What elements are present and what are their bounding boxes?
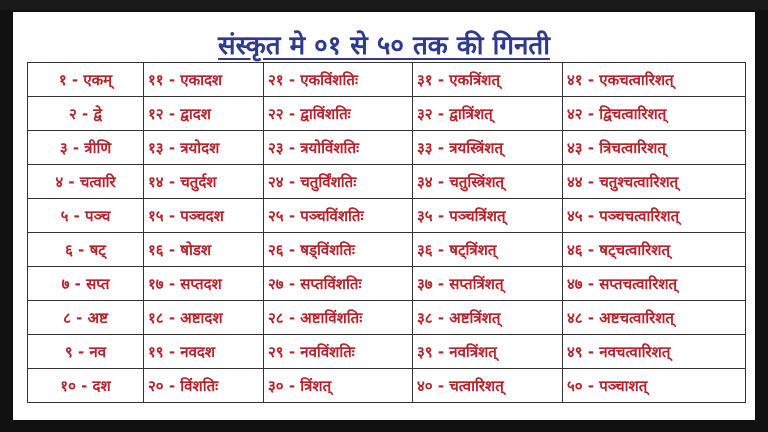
numbers-table: १ - एकम् ११ - एकादश २१ - एकविंशतिः ३१ - एकत… <box>27 62 746 403</box>
table-cell: १० - दश <box>27 368 144 403</box>
table-cell: १८ - अष्टादश <box>143 300 264 335</box>
table-cell: १९ - नवदश <box>143 334 264 369</box>
table-row: ३ - त्रीणि १३ - त्रयोदश २३ - त्रयोविंशतिः ३… <box>27 130 746 165</box>
table-cell: ४७ - सप्तचत्वारिशत् <box>562 266 746 301</box>
table-row: १० - दश २० - विंशतिः ३० - त्रिंशत् ४० - चत्… <box>27 368 746 403</box>
table-cell: २३ - त्रयोविंशतिः <box>263 130 413 165</box>
table-cell: १ - एकम् <box>27 62 144 97</box>
table-cell: ३ - त्रीणि <box>27 130 144 165</box>
table-cell: ३० - त्रिंशत् <box>263 368 413 403</box>
table-cell: २२ - द्वाविंशतिः <box>263 96 413 131</box>
table-cell: १७ - सप्तदश <box>143 266 264 301</box>
table-cell: १६ - षोडश <box>143 232 264 267</box>
table-cell: २५ - पञ्चविंशतिः <box>263 198 413 233</box>
table-row: ८ - अष्ट १८ - अष्टादश २८ - अष्टाविंशतिः ३८ … <box>27 300 746 335</box>
table-cell: १२ - द्वादश <box>143 96 264 131</box>
table-cell: २६ - षड्विंशतिः <box>263 232 413 267</box>
table-row: ६ - षट् १६ - षोडश २६ - षड्विंशतिः ३६ - षट्त… <box>27 232 746 267</box>
table-cell: १५ - पञ्चदश <box>143 198 264 233</box>
document-card: संस्कृत मे ०१ से ५० तक की गिनती १ - एकम्… <box>13 12 755 420</box>
table-cell: ३७ - सप्तत्रिंशत् <box>412 266 563 301</box>
table-cell: ३१ - एकत्रिंशत् <box>412 62 563 97</box>
table-cell: ४६ - षट्चत्वारिशत् <box>562 232 746 267</box>
table-cell: २० - विंशतिः <box>143 368 264 403</box>
table-cell: ७ - सप्त <box>27 266 144 301</box>
page-title-text: संस्कृत मे ०१ से ५० तक की गिनती <box>218 31 550 61</box>
table-cell: ४० - चत्वारिशत् <box>412 368 563 403</box>
table-cell: ३६ - षट्त्रिंशत् <box>412 232 563 267</box>
table-cell: ३४ - चतुस्त्रिंशत् <box>412 164 563 199</box>
table-cell: १४ - चतुर्दश <box>143 164 264 199</box>
table-cell: ४९ - नवचत्वारिशत् <box>562 334 746 369</box>
table-cell: ३५ - पञ्चत्रिंशत् <box>412 198 563 233</box>
table-cell: २१ - एकविंशतिः <box>263 62 413 97</box>
table-cell: ४८ - अष्टचत्वारिशत् <box>562 300 746 335</box>
table-row: २ - द्वे १२ - द्वादश २२ - द्वाविंशतिः ३२ - … <box>27 96 746 131</box>
table-cell: ६ - षट् <box>27 232 144 267</box>
table-cell: ४१ - एकचत्वारिशत् <box>562 62 746 97</box>
table-cell: ५० - पञ्चाशत् <box>562 368 746 403</box>
table-cell: २९ - नवविंशतिः <box>263 334 413 369</box>
table-row: ७ - सप्त १७ - सप्तदश २७ - सप्तविंशतिः ३७ - … <box>27 266 746 301</box>
table-cell: ९ - नव <box>27 334 144 369</box>
table-cell: २७ - सप्तविंशतिः <box>263 266 413 301</box>
table-cell: ३३ - त्रयस्त्रिंशत् <box>412 130 563 165</box>
table-cell: ३२ - द्वात्रिंशत् <box>412 96 563 131</box>
table-cell: ४५ - पञ्चचत्वारिशत् <box>562 198 746 233</box>
table-cell: ४४ - चतुश्चत्वारिशत् <box>562 164 746 199</box>
table-cell: ११ - एकादश <box>143 62 264 97</box>
table-cell: ३८ - अष्टत्रिंशत् <box>412 300 563 335</box>
table-cell: ५ - पञ्च <box>27 198 144 233</box>
table-cell: ३९ - नवत्रिंशत् <box>412 334 563 369</box>
table-cell: ४२ - द्विचत्वारिशत् <box>562 96 746 131</box>
table-cell: २ - द्वे <box>27 96 144 131</box>
top-border-strip <box>0 0 768 10</box>
table-row: ५ - पञ्च १५ - पञ्चदश २५ - पञ्चविंशतिः ३५ - … <box>27 198 746 233</box>
table-cell: २८ - अष्टाविंशतिः <box>263 300 413 335</box>
table-row: १ - एकम् ११ - एकादश २१ - एकविंशतिः ३१ - एकत… <box>27 62 746 97</box>
table-cell: १३ - त्रयोदश <box>143 130 264 165</box>
table-cell: ८ - अष्ट <box>27 300 144 335</box>
table-cell: ४३ - त्रिचत्वारिशत् <box>562 130 746 165</box>
table-cell: ४ - चत्वारि <box>27 164 144 199</box>
page-title: संस्कृत मे ०१ से ५० तक की गिनती <box>13 26 755 62</box>
table-row: ४ - चत्वारि १४ - चतुर्दश २४ - चतुर्विंशतिः… <box>27 164 746 199</box>
table-cell: २४ - चतुर्विंशतिः <box>263 164 413 199</box>
table-row: ९ - नव १९ - नवदश २९ - नवविंशतिः ३९ - नवत्रि… <box>27 334 746 369</box>
